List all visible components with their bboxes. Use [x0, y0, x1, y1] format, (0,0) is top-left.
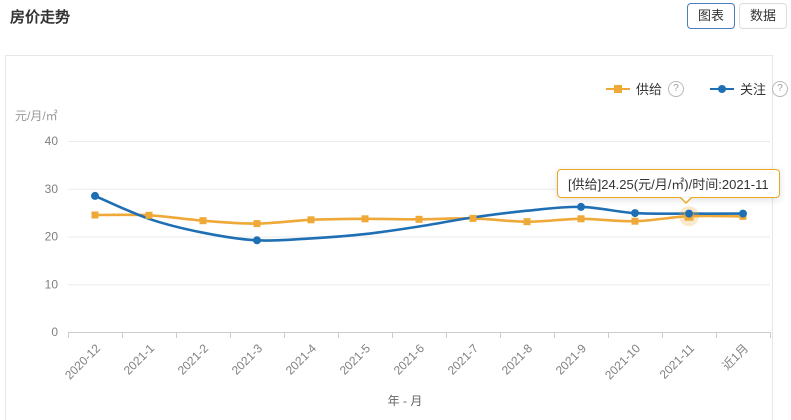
- page-title: 房价走势: [10, 9, 71, 26]
- data-view-button[interactable]: 数据: [738, 3, 787, 29]
- tooltip-text: [供给]24.25(元/月/㎡)/时间:2021-11: [568, 177, 769, 192]
- legend-label-attention: 关注: [740, 82, 767, 97]
- supply-line-marker-icon: [606, 84, 630, 94]
- help-icon[interactable]: ?: [772, 80, 789, 97]
- attention-line-marker-icon: [710, 84, 735, 94]
- help-icon[interactable]: ?: [668, 80, 685, 97]
- legend-item-supply[interactable]: 供给 ?: [606, 79, 685, 98]
- legend-item-attention[interactable]: 关注 ?: [710, 79, 789, 98]
- view-toggle: 图表 数据: [686, 3, 787, 29]
- chart-view-button[interactable]: 图表: [686, 3, 735, 29]
- legend-label-supply: 供给: [636, 82, 663, 97]
- chart-card: [5, 55, 773, 420]
- chart-tooltip: [供给]24.25(元/月/㎡)/时间:2021-11: [557, 169, 780, 204]
- chart-legend: 供给 ? 关注 ?: [606, 79, 789, 98]
